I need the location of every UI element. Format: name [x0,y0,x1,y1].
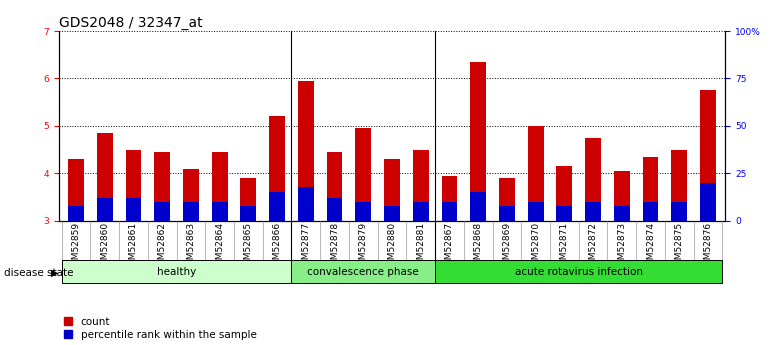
Bar [643,157,659,221]
FancyBboxPatch shape [62,260,292,283]
Bar [125,198,141,221]
Bar [241,206,256,221]
Bar [671,202,687,221]
Bar [125,150,141,221]
Legend: count, percentile rank within the sample: count, percentile rank within the sample [64,317,256,340]
Bar [212,152,227,221]
Bar [241,178,256,221]
Text: acute rotavirus infection: acute rotavirus infection [515,267,643,277]
Bar [441,202,457,221]
Bar [499,206,515,221]
Bar [700,90,716,221]
Bar [327,198,343,221]
Bar [470,193,486,221]
Bar [212,202,227,221]
Bar [355,202,371,221]
Bar [441,176,457,221]
Bar [528,202,543,221]
Bar [643,202,659,221]
Bar [413,202,429,221]
Bar [528,126,543,221]
Bar [499,178,515,221]
Bar [269,193,285,221]
Bar [614,171,630,221]
Bar [355,128,371,221]
Bar [327,152,343,221]
Bar [154,202,170,221]
Bar [470,62,486,221]
Bar [183,202,199,221]
Text: convalescence phase: convalescence phase [307,267,419,277]
Bar [585,202,601,221]
Bar [154,152,170,221]
FancyBboxPatch shape [292,260,435,283]
Bar [183,169,199,221]
FancyBboxPatch shape [435,260,722,283]
Bar [298,187,314,221]
Bar [298,81,314,221]
Text: healthy: healthy [157,267,196,277]
Bar [68,159,84,221]
Text: disease state: disease state [4,268,74,277]
Bar [557,166,572,221]
Bar [269,117,285,221]
Text: ▶: ▶ [51,268,59,277]
Bar [384,159,400,221]
Bar [671,150,687,221]
Bar [97,198,113,221]
Bar [413,150,429,221]
Bar [68,206,84,221]
Bar [557,206,572,221]
Bar [384,206,400,221]
Bar [614,206,630,221]
Bar [97,133,113,221]
Bar [700,183,716,221]
Text: GDS2048 / 32347_at: GDS2048 / 32347_at [59,16,202,30]
Bar [585,138,601,221]
